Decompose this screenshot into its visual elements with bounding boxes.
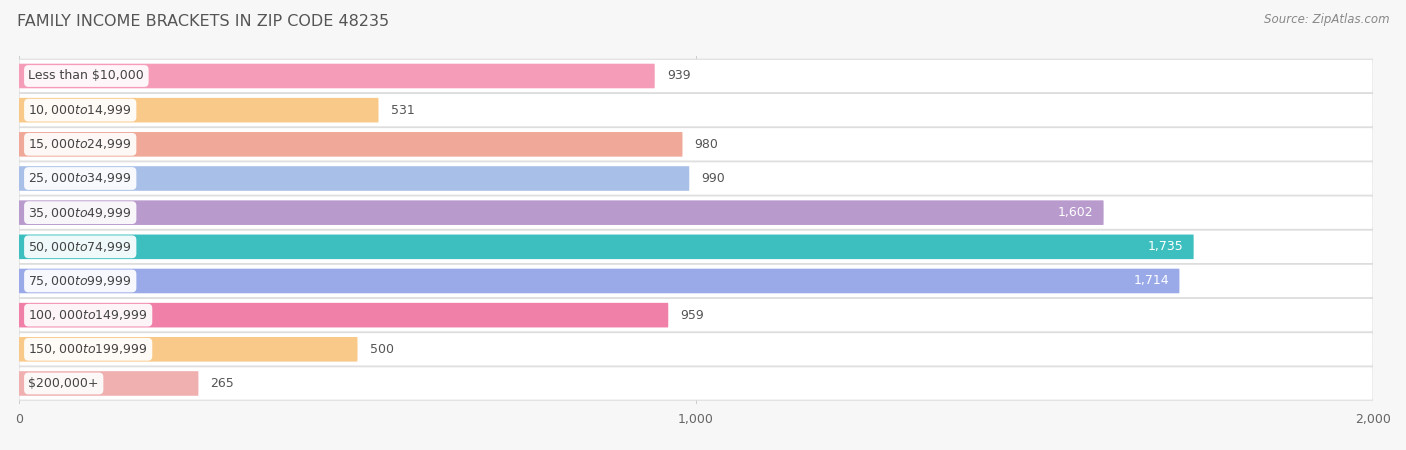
FancyBboxPatch shape (20, 132, 682, 157)
Text: FAMILY INCOME BRACKETS IN ZIP CODE 48235: FAMILY INCOME BRACKETS IN ZIP CODE 48235 (17, 14, 389, 28)
Text: 1,602: 1,602 (1057, 206, 1094, 219)
FancyBboxPatch shape (20, 234, 1194, 259)
Text: $75,000 to $99,999: $75,000 to $99,999 (28, 274, 132, 288)
FancyBboxPatch shape (20, 166, 689, 191)
Text: $150,000 to $199,999: $150,000 to $199,999 (28, 342, 148, 356)
Text: 980: 980 (695, 138, 718, 151)
FancyBboxPatch shape (20, 98, 378, 122)
Text: 990: 990 (702, 172, 725, 185)
FancyBboxPatch shape (20, 230, 1374, 264)
Text: 1,735: 1,735 (1147, 240, 1184, 253)
FancyBboxPatch shape (20, 128, 1374, 161)
Text: 265: 265 (211, 377, 235, 390)
FancyBboxPatch shape (20, 333, 1374, 366)
FancyBboxPatch shape (20, 264, 1374, 298)
FancyBboxPatch shape (20, 64, 655, 88)
FancyBboxPatch shape (20, 367, 1374, 400)
FancyBboxPatch shape (20, 298, 1374, 332)
FancyBboxPatch shape (20, 196, 1374, 230)
FancyBboxPatch shape (20, 371, 198, 396)
Text: $15,000 to $24,999: $15,000 to $24,999 (28, 137, 132, 151)
Text: $50,000 to $74,999: $50,000 to $74,999 (28, 240, 132, 254)
FancyBboxPatch shape (20, 337, 357, 362)
FancyBboxPatch shape (20, 303, 668, 328)
Text: 531: 531 (391, 104, 415, 117)
Text: 959: 959 (681, 309, 704, 322)
Text: $200,000+: $200,000+ (28, 377, 98, 390)
FancyBboxPatch shape (20, 59, 1374, 93)
Text: $25,000 to $34,999: $25,000 to $34,999 (28, 171, 132, 185)
FancyBboxPatch shape (20, 269, 1180, 293)
Text: $10,000 to $14,999: $10,000 to $14,999 (28, 103, 132, 117)
FancyBboxPatch shape (20, 94, 1374, 127)
FancyBboxPatch shape (20, 162, 1374, 195)
Text: 939: 939 (666, 69, 690, 82)
Text: 500: 500 (370, 343, 394, 356)
Text: Less than $10,000: Less than $10,000 (28, 69, 145, 82)
Text: 1,714: 1,714 (1133, 274, 1170, 288)
Text: $100,000 to $149,999: $100,000 to $149,999 (28, 308, 148, 322)
Text: Source: ZipAtlas.com: Source: ZipAtlas.com (1264, 14, 1389, 27)
Text: $35,000 to $49,999: $35,000 to $49,999 (28, 206, 132, 220)
FancyBboxPatch shape (20, 200, 1104, 225)
